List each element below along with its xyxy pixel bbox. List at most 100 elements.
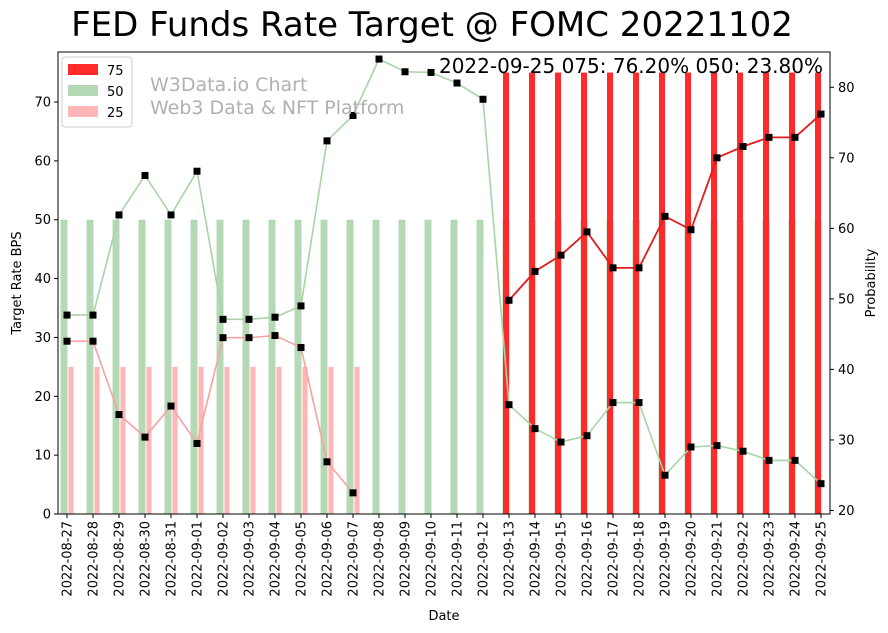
- x-tick-label-2022-09-24: 2022-09-24: [789, 521, 804, 597]
- bar-75-2022-09-21: [711, 72, 717, 514]
- legend-label-75: 75: [107, 64, 124, 79]
- point-75-2022-09-23: [765, 133, 773, 141]
- point-75-2022-09-18: [635, 264, 643, 272]
- bar-75-2022-09-13: [503, 72, 509, 514]
- point-50-2022-09-08: [375, 55, 383, 63]
- bar-25-2022-09-04: [276, 366, 282, 514]
- watermark: W3Data.io Chart Web3 Data & NFT Platform: [150, 74, 404, 119]
- point-50-2022-09-07: [349, 111, 357, 119]
- probability-line-25: [67, 334, 354, 494]
- bar-50-2022-09-06: [320, 219, 328, 515]
- y-axis-left: 0 10 20 30 40 50 60 70: [34, 96, 58, 523]
- legend: 75 50 25: [61, 56, 133, 128]
- point-75-2022-09-24: [791, 133, 799, 141]
- bar-25-2022-09-07: [354, 366, 360, 514]
- x-tick-label-2022-09-01: 2022-09-01: [191, 521, 206, 597]
- x-tick-label-2022-09-18: 2022-09-18: [633, 521, 648, 597]
- bar-50-2022-09-07: [346, 219, 354, 515]
- bar-25-2022-09-02: [224, 366, 230, 514]
- y-axis-label: Target Rate BPS: [10, 231, 25, 335]
- bar-50-2022-09-09: [398, 219, 406, 515]
- x-tick-label-2022-09-23: 2022-09-23: [763, 521, 778, 597]
- x-tick-label-2022-09-19: 2022-09-19: [659, 521, 674, 597]
- point-50-2022-09-16: [583, 432, 591, 440]
- point-25-2022-08-28: [89, 337, 97, 345]
- bar-75-2022-09-20: [685, 72, 691, 514]
- x-tick-label-2022-09-14: 2022-09-14: [529, 521, 544, 597]
- x-tick-label-2022-09-13: 2022-09-13: [503, 521, 518, 597]
- x-axis: 2022-08-27 2022-08-28 2022-08-29 2022-08-30…: [61, 514, 830, 597]
- point-50-2022-08-28: [89, 311, 97, 319]
- x-tick-label-2022-08-28: 2022-08-28: [87, 521, 102, 597]
- bar-50-2022-09-01: [190, 219, 198, 515]
- x-tick-label-2022-08-31: 2022-08-31: [165, 521, 180, 597]
- x-tick-label-2022-09-07: 2022-09-07: [347, 521, 362, 597]
- watermark-line-1: W3Data.io Chart: [150, 74, 307, 96]
- x-tick-label-2022-09-21: 2022-09-21: [711, 521, 726, 597]
- x-tick-label-2022-09-11: 2022-09-11: [451, 521, 466, 597]
- point-50-2022-08-30: [141, 171, 149, 179]
- bar-50-2022-08-27: [60, 219, 68, 515]
- bar-25-2022-08-29: [120, 366, 126, 514]
- chart-title: FED Funds Rate Target @ FOMC 20221102: [71, 5, 793, 45]
- point-50-2022-09-09: [401, 68, 409, 76]
- bar-75-2022-09-22: [737, 72, 743, 514]
- point-25-2022-08-31: [167, 402, 175, 410]
- point-25-2022-08-27: [63, 337, 71, 345]
- bar-75-2022-09-14: [529, 72, 535, 514]
- y-axis-right: 20 30 40 50 60 70 80: [830, 81, 855, 519]
- x-tick-label-2022-09-05: 2022-09-05: [295, 521, 310, 597]
- bar-75-2022-09-23: [763, 72, 769, 514]
- x-tick-label-2022-09-16: 2022-09-16: [581, 521, 596, 597]
- bar-50-2022-09-11: [450, 219, 458, 515]
- probability-line-50: [67, 57, 822, 485]
- x-tick-label-2022-09-22: 2022-09-22: [737, 521, 752, 597]
- bar-25-2022-08-27: [68, 366, 74, 514]
- x-tick-label-2022-09-25: 2022-09-25: [815, 521, 830, 597]
- point-50-2022-09-17: [609, 399, 617, 407]
- y-tick-label-20: 20: [34, 390, 51, 405]
- y2-tick-label-80: 80: [838, 81, 855, 96]
- point-25-2022-09-04: [271, 332, 279, 340]
- y2-axis-label: Probability: [864, 248, 879, 317]
- bar-50-2022-08-31: [164, 219, 172, 515]
- bar-75-2022-09-16: [581, 72, 587, 514]
- x-tick-label-2022-09-09: 2022-09-09: [399, 521, 414, 597]
- point-50-2022-09-21: [713, 442, 721, 450]
- bar-50-2022-09-02: [216, 219, 224, 515]
- point-50-2022-09-10: [427, 68, 435, 76]
- point-75-2022-09-20: [687, 226, 695, 234]
- point-25-2022-09-01: [193, 439, 201, 447]
- point-75-2022-09-19: [661, 212, 669, 220]
- bar-75-2022-09-18: [633, 72, 639, 514]
- bar-25-2022-08-28: [94, 366, 100, 514]
- point-25-2022-08-29: [115, 411, 123, 419]
- point-75-2022-09-17: [609, 264, 617, 272]
- point-25-2022-09-07: [349, 489, 357, 497]
- bar-25-2022-08-31: [172, 366, 178, 514]
- bar-50-2022-09-05: [294, 219, 302, 515]
- x-axis-label: Date: [428, 609, 459, 624]
- x-tick-label-2022-09-12: 2022-09-12: [477, 521, 492, 597]
- x-tick-label-2022-08-27: 2022-08-27: [61, 521, 76, 597]
- y-tick-label-0: 0: [43, 508, 51, 523]
- point-50-2022-09-12: [479, 95, 487, 103]
- x-tick-label-2022-09-06: 2022-09-06: [321, 521, 336, 597]
- y2-tick-label-30: 30: [838, 433, 855, 448]
- bar-25-2022-09-01: [198, 366, 204, 514]
- point-50-2022-09-25: [817, 480, 825, 488]
- point-50-2022-09-05: [297, 302, 305, 310]
- point-50-2022-09-14: [531, 425, 539, 433]
- watermark-line-2: Web3 Data & NFT Platform: [150, 97, 404, 119]
- bar-25-2022-08-30: [146, 366, 152, 514]
- bar-25-2022-09-05: [302, 366, 308, 514]
- point-75-2022-09-15: [557, 251, 565, 259]
- bar-50-2022-08-29: [112, 219, 120, 515]
- y2-tick-label-50: 50: [838, 292, 855, 307]
- y2-tick-label-60: 60: [838, 222, 855, 237]
- bar-50-2022-09-08: [372, 219, 380, 515]
- point-50-2022-09-01: [193, 167, 201, 175]
- point-50-2022-09-24: [791, 456, 799, 464]
- x-tick-label-2022-08-29: 2022-08-29: [113, 521, 128, 597]
